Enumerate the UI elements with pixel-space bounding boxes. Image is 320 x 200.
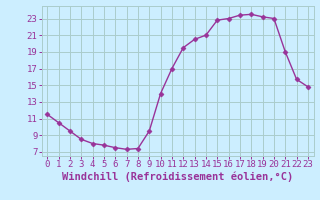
X-axis label: Windchill (Refroidissement éolien,°C): Windchill (Refroidissement éolien,°C) <box>62 172 293 182</box>
